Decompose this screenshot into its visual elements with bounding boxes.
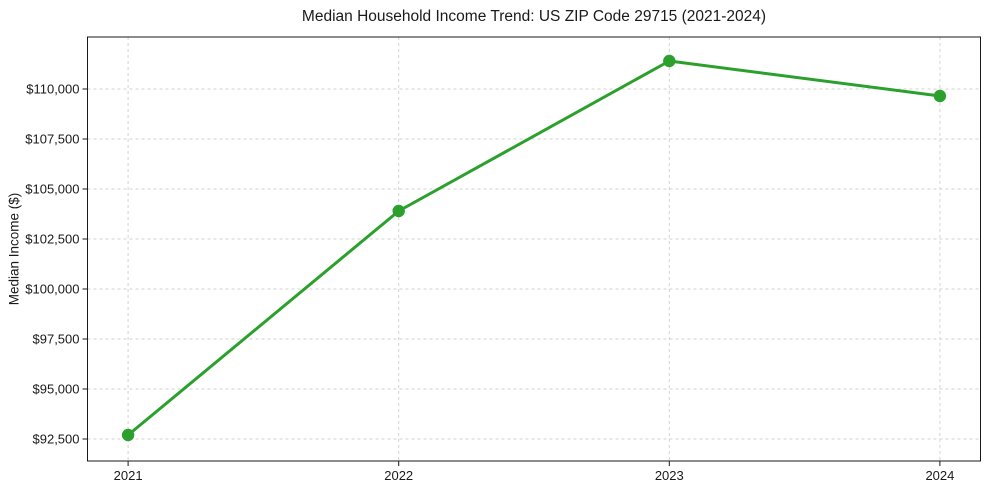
data-point-2022 xyxy=(392,204,405,218)
y-tick-label: $97,500 xyxy=(33,332,80,347)
data-point-2021 xyxy=(121,428,135,442)
x-tick-label: 2022 xyxy=(384,468,413,483)
y-tick-label: $102,500 xyxy=(25,232,79,247)
plot-border xyxy=(87,36,981,462)
y-tick-label: $95,000 xyxy=(33,382,80,397)
data-point-2023 xyxy=(663,54,676,68)
y-tick-label: $107,500 xyxy=(25,132,79,147)
y-tick-label: $105,000 xyxy=(25,182,79,197)
x-tick-label: 2021 xyxy=(114,468,143,483)
trend-line xyxy=(126,59,942,437)
y-tick-label: $100,000 xyxy=(25,282,79,297)
y-tick-label: $110,000 xyxy=(26,82,79,97)
y-tick-label: $92,500 xyxy=(33,432,80,447)
x-tick-label: 2023 xyxy=(655,468,684,483)
x-tick-label: 2024 xyxy=(925,468,954,483)
chart-title: Median Household Income Trend: US ZIP Co… xyxy=(301,8,767,25)
data-point-2024 xyxy=(933,89,947,103)
